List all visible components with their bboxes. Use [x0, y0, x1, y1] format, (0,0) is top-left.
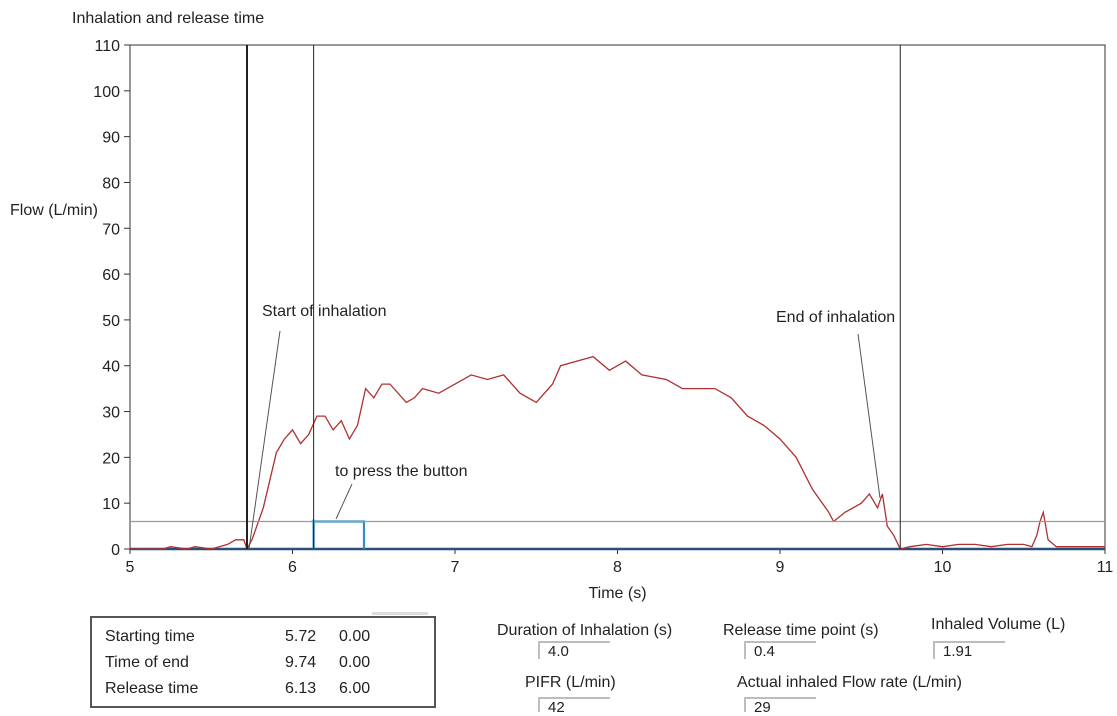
y-tick-label: 80: [102, 175, 120, 192]
duration-field[interactable]: 4.0: [538, 641, 610, 660]
y-tick-label: 0: [111, 542, 120, 559]
pifr-field[interactable]: 42: [538, 697, 610, 716]
row-label: Starting time: [105, 628, 195, 645]
row-value-2: 6.00: [339, 680, 371, 697]
y-tick-label: 70: [102, 221, 120, 238]
y-tick-label: 20: [102, 450, 120, 467]
annotation-pointer: [335, 483, 353, 520]
y-tick-label: 90: [102, 130, 120, 147]
y-tick-label: 50: [102, 313, 120, 330]
inhaled-volume-label: Inhaled Volume (L): [931, 616, 1066, 633]
inhaled-volume-field[interactable]: 1.91: [933, 641, 1005, 660]
x-tick-label: 9: [776, 559, 785, 576]
y-tick-label: 60: [102, 267, 120, 284]
plot-frame: [129, 44, 1106, 550]
chart-title: Inhalation and release time: [72, 10, 264, 27]
y-axis-label: Flow (L/min): [10, 202, 98, 219]
y-tick-label: 30: [102, 405, 120, 422]
row-value-2: 0.00: [339, 628, 371, 645]
row-label: Time of end: [105, 654, 189, 671]
y-tick-label: 100: [93, 84, 120, 101]
row-value-2: 0.00: [339, 654, 371, 671]
actual-flow-field[interactable]: 29: [744, 697, 816, 716]
table-row: Starting time 5.72 0.00: [105, 624, 389, 650]
table-row: Release time 6.13 6.00: [105, 676, 389, 702]
flow-series-line: [130, 355, 1105, 551]
release-point-label: Release time point (s): [723, 622, 879, 639]
x-tick-label: 5: [126, 559, 135, 576]
annotation-button-press: to press the button: [335, 463, 468, 480]
row-value-1: 9.74: [285, 654, 317, 671]
y-tick-label: 40: [102, 359, 120, 376]
y-tick-label: 110: [94, 38, 120, 55]
release-point-field[interactable]: 0.4: [744, 641, 816, 660]
x-axis-label: Time (s): [588, 585, 646, 602]
x-tick-label: 10: [934, 559, 952, 576]
x-tick-label: 7: [451, 559, 460, 576]
y-tick-label: 10: [102, 496, 120, 513]
x-tick-label: 6: [288, 559, 297, 576]
box-tab-decoration: [372, 612, 428, 615]
duration-label: Duration of Inhalation (s): [497, 622, 673, 639]
table-row: Time of end 9.74 0.00: [105, 650, 389, 676]
timing-summary-box: Starting time 5.72 0.00 Time of end 9.74…: [90, 616, 436, 708]
pifr-label: PIFR (L/min): [525, 674, 616, 691]
row-label: Release time: [105, 680, 199, 697]
annotation-end-inhalation: End of inhalation: [776, 309, 895, 326]
timing-table: Starting time 5.72 0.00 Time of end 9.74…: [105, 624, 389, 702]
button-press-series-line: [312, 520, 366, 549]
x-tick-label: 8: [613, 559, 622, 576]
actual-flow-label: Actual inhaled Flow rate (L/min): [737, 674, 962, 691]
annotation-pointer: [248, 330, 281, 550]
row-value-1: 5.72: [285, 628, 317, 645]
flow-chart: 0 10 20 30 40 50 60 70 80 90 100 110 5 6 7 8 9 10 11 Star…: [10, 10, 1114, 602]
row-value-1: 6.13: [285, 680, 317, 697]
x-tick-label: 11: [1097, 559, 1114, 576]
annotation-pointer: [857, 333, 881, 499]
annotation-start-inhalation: Start of inhalation: [262, 303, 387, 320]
